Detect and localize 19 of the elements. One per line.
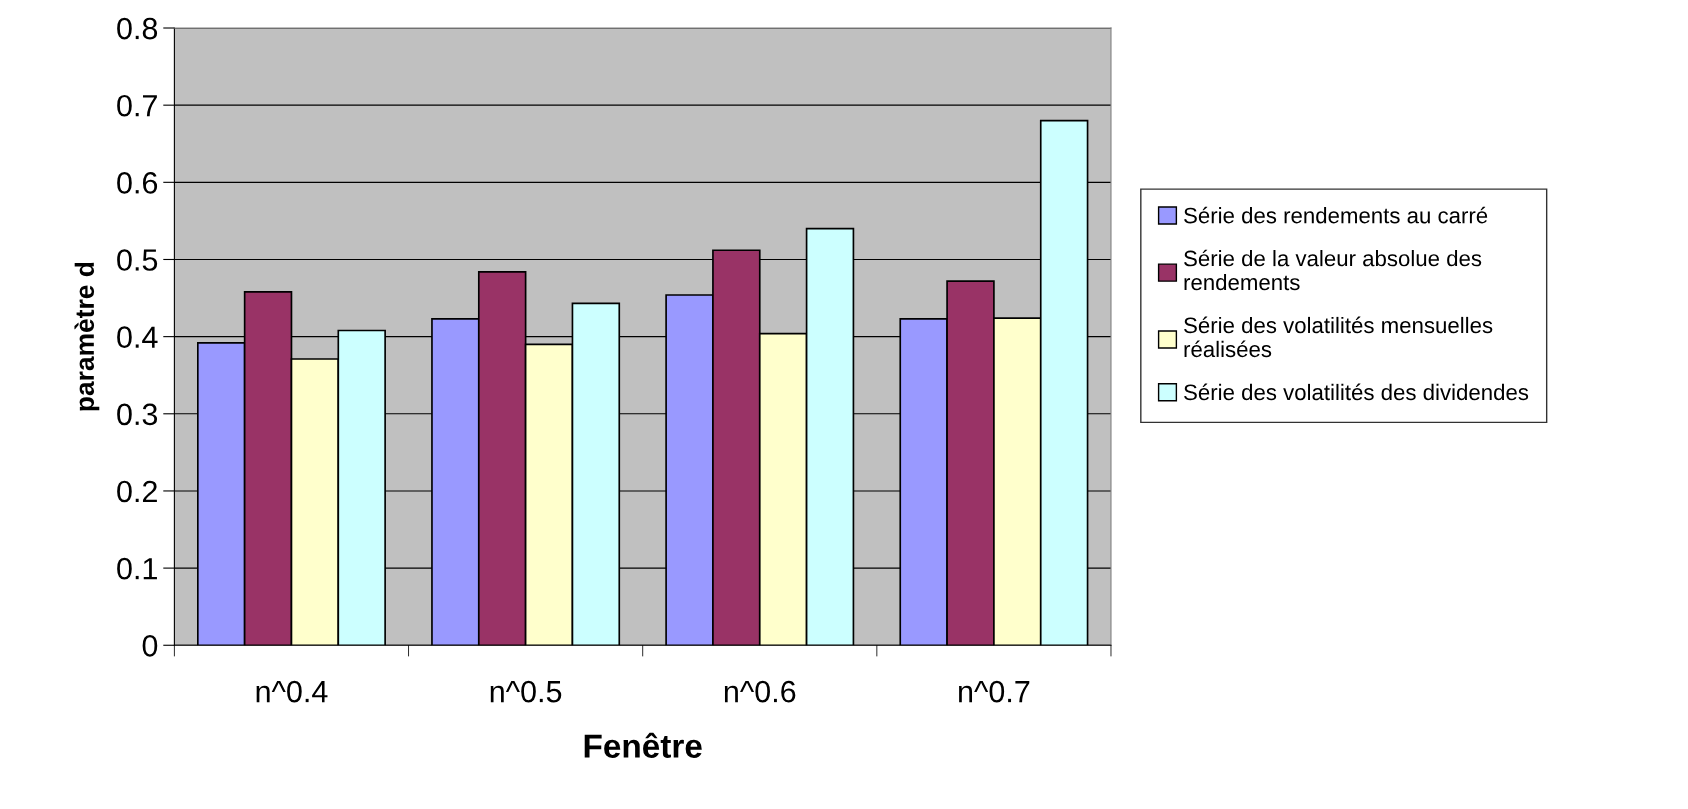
y-tick-label: 0 xyxy=(142,635,158,657)
x-tick-label: n^0.4 xyxy=(256,680,328,703)
y-tick-label: 0.6 xyxy=(117,172,158,194)
legend-label: Série des rendements au carré xyxy=(1184,206,1488,224)
y-axis-title: paramètre d xyxy=(74,262,100,411)
y-tick-label: 0.7 xyxy=(117,94,157,117)
legend-label: Série de la valeur absolue des rendements xyxy=(1184,249,1482,291)
x-axis-title: Fenêtre xyxy=(584,732,702,758)
y-tick-label: 0.5 xyxy=(117,249,158,271)
y-tick-label: 0.1 xyxy=(117,557,157,580)
x-tick-label: n^0.7 xyxy=(959,680,1030,703)
legend-label: Série des volatilités des dividendes xyxy=(1184,383,1529,401)
x-tick-label: n^0.5 xyxy=(490,680,562,703)
x-tick-label: n^0.6 xyxy=(724,680,796,703)
legend-label: Série des volatilités mensuelles réalisées xyxy=(1184,316,1493,358)
y-tick-label: 0.8 xyxy=(117,17,158,40)
y-tick-label: 0.3 xyxy=(117,403,158,426)
y-tick-label: 0.2 xyxy=(117,480,157,503)
y-tick-label: 0.4 xyxy=(117,326,158,349)
